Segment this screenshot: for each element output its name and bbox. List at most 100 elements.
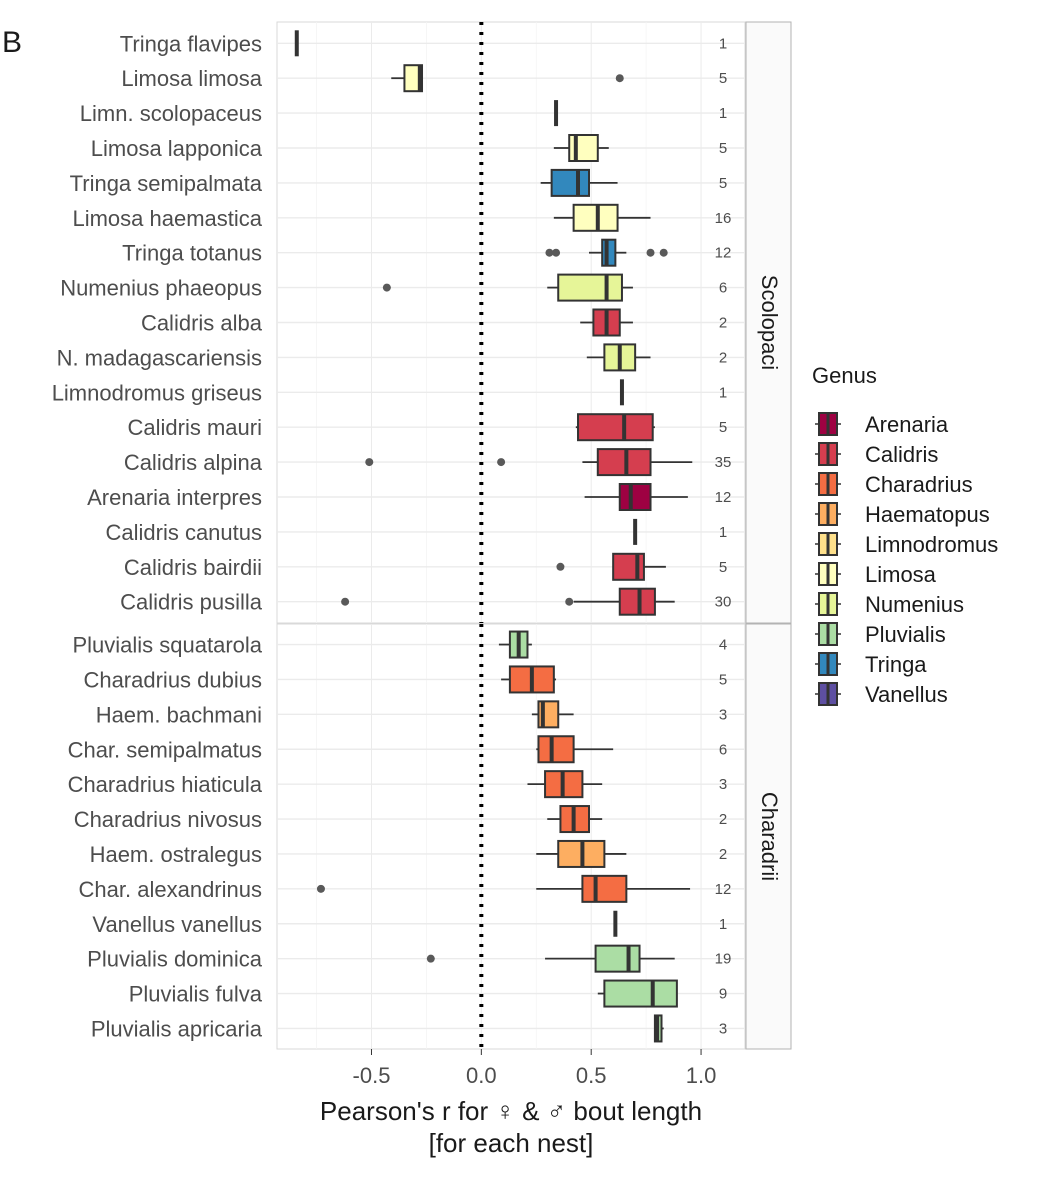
legend-label: Limnodromus [865,532,998,557]
legend-label: Haematopus [865,502,990,527]
legend-label: Vanellus [865,682,948,707]
sample-size-label: 1 [719,524,727,541]
outlier-point [552,248,561,257]
panel-letter: B [2,26,22,59]
legend-item: Numenius [815,592,964,617]
sample-size-label: 1 [719,105,727,122]
sample-size-label: 30 [715,594,732,611]
sample-size-label: 5 [719,140,727,157]
outlier-point [382,283,391,292]
legend-label: Tringa [865,652,927,677]
box-row: Limosa lapponica 5 [91,134,727,162]
box-iqr [618,587,656,616]
facet-panel-charadrii: Pluvialis squatarola 4 Charadrius dubius 5 H… [68,623,792,1050]
sample-size-label: 12 [715,881,732,898]
outlier-point [365,458,374,467]
sample-size-label: 6 [719,280,727,297]
box-row: Char. semipalmatus 6 [68,735,727,764]
sample-size-label: 19 [715,951,732,968]
box-iqr [596,448,652,477]
box-iqr [572,203,619,232]
legend-title: Genus [812,363,877,388]
species-label: Haem. bachmani [96,702,262,727]
box-row: Charadrius dubius 5 [83,665,727,694]
species-label: Numenius phaeopus [60,276,262,301]
box-iqr [403,64,424,93]
x-tick-label: -0.5 [353,1063,391,1088]
box-row: Tringa totanus 12 [122,238,731,267]
legend-item: Limosa [815,562,937,587]
sample-size-label: 2 [719,811,727,828]
box-row: Calidris alpina 35 [124,448,731,477]
legend-item: Calidris [815,442,938,467]
x-axis-title-line2: [for each nest] [429,1128,594,1158]
species-label: Tringa totanus [122,241,262,266]
sample-size-label: 3 [719,1020,727,1037]
species-label: Calidris mauri [128,415,262,440]
box-row: Calidris alba 2 [141,308,727,337]
sample-size-label: 16 [715,210,732,227]
legend-item: Tringa [815,652,927,677]
legend-item: Charadrius [815,472,973,497]
legend-label: Numenius [865,592,964,617]
species-label: Limosa lapponica [91,136,263,161]
outlier-point [659,248,668,257]
facet-strip [745,623,792,1050]
box-iqr [577,413,654,442]
species-label: Char. alexandrinus [79,877,262,902]
sample-size-label: 3 [719,776,727,793]
legend-item: Haematopus [815,502,990,527]
species-label: Haem. ostralegus [90,842,262,867]
box-row: Tringa semipalmata 5 [70,168,727,197]
species-label: Vanellus vanellus [92,912,262,937]
facet-strip-label: Scolopaci [757,275,782,370]
box-row: Pluvialis squatarola 4 [72,630,727,659]
box-iqr [568,134,599,162]
box-iqr [537,735,575,764]
x-tick-label: 1.0 [686,1063,717,1088]
species-label: Calidris bairdii [124,555,262,580]
box-row: Limosa haemastica 16 [72,203,732,232]
box-row: Numenius phaeopus 6 [60,273,727,302]
sample-size-label: 5 [719,559,727,576]
outlier-point [545,248,554,257]
species-label: Calidris pusilla [120,590,263,615]
legend-item: Limnodromus [815,532,998,557]
box-row: Haem. ostralegus 2 [90,839,727,868]
box-row: Pluvialis apricaria 3 [91,1014,727,1043]
outlier-point [497,458,506,467]
box-iqr [581,874,628,903]
sample-size-label: 4 [719,637,727,654]
box-row: Vanellus vanellus 1 [92,910,727,937]
box-row: Pluvialis fulva 9 [129,979,727,1008]
box-row: Pluvialis dominica 19 [87,944,732,973]
facet-strip [745,21,792,624]
species-label: Calidris canutus [105,520,262,545]
species-label: Charadrius dubius [83,667,262,692]
species-label: Calidris alba [141,311,263,336]
legend: Genus Arenaria Calidris Charadrius Haematop… [812,363,998,707]
x-axis: -0.5 0.0 0.5 1.0 [353,1049,717,1088]
species-label: Pluvialis fulva [129,982,263,1007]
species-label: Arenaria interpres [87,485,262,510]
facet-panel-scolopaci: Tringa flavipes 1 Limosa limosa 5 Limn. scol… [52,21,792,624]
species-label: Limnodromus griseus [52,380,262,405]
species-label: Calidris alpina [124,450,263,475]
box-iqr [618,483,652,511]
box-iqr [594,944,641,973]
sample-size-label: 1 [719,916,727,933]
facet-strip-label: Charadrii [757,792,782,881]
box-row: Calidris canutus 1 [105,518,727,545]
species-label: Charadrius nivosus [74,807,262,832]
x-tick-label: 0.5 [576,1063,607,1088]
outlier-point [615,74,624,83]
legend-item: Vanellus [815,682,948,707]
legend-item: Arenaria [815,412,949,437]
box-row: Char. alexandrinus 12 [79,874,732,903]
outlier-point [316,884,325,893]
sample-size-label: 3 [719,706,727,723]
sample-size-label: 6 [719,741,727,758]
species-label: Tringa semipalmata [70,171,263,196]
box-row: Calidris mauri 5 [128,413,727,442]
box-row: Arenaria interpres 12 [87,483,731,511]
